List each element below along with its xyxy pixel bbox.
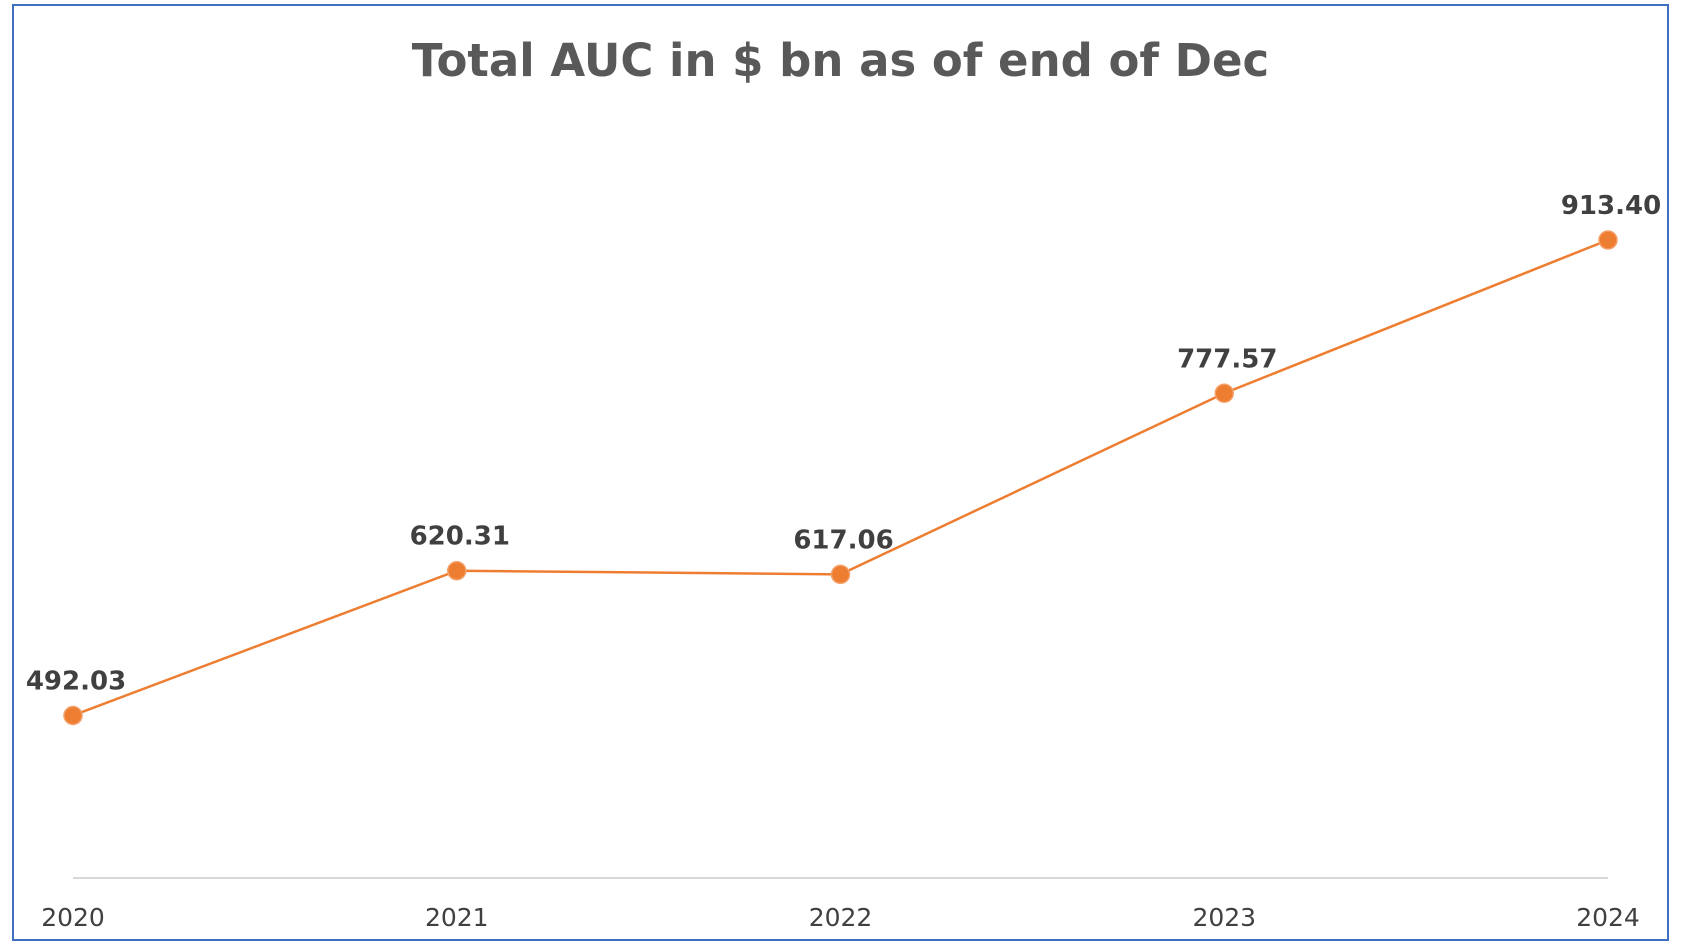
series-line (73, 240, 1608, 715)
x-tick-label: 2020 (41, 903, 105, 932)
data-label: 620.31 (410, 522, 510, 552)
data-label: 913.40 (1561, 191, 1661, 221)
x-tick-label: 2022 (809, 903, 873, 932)
data-label: 617.06 (793, 525, 893, 555)
x-tick-label: 2021 (425, 903, 489, 932)
data-point (832, 565, 850, 583)
data-point (1599, 231, 1617, 249)
data-label: 777.57 (1177, 344, 1277, 374)
x-tick-label: 2023 (1192, 903, 1256, 932)
data-point (448, 562, 466, 580)
data-label: 492.03 (26, 666, 126, 696)
data-point (1215, 384, 1233, 402)
data-point (64, 706, 82, 724)
x-tick-label: 2024 (1576, 903, 1640, 932)
